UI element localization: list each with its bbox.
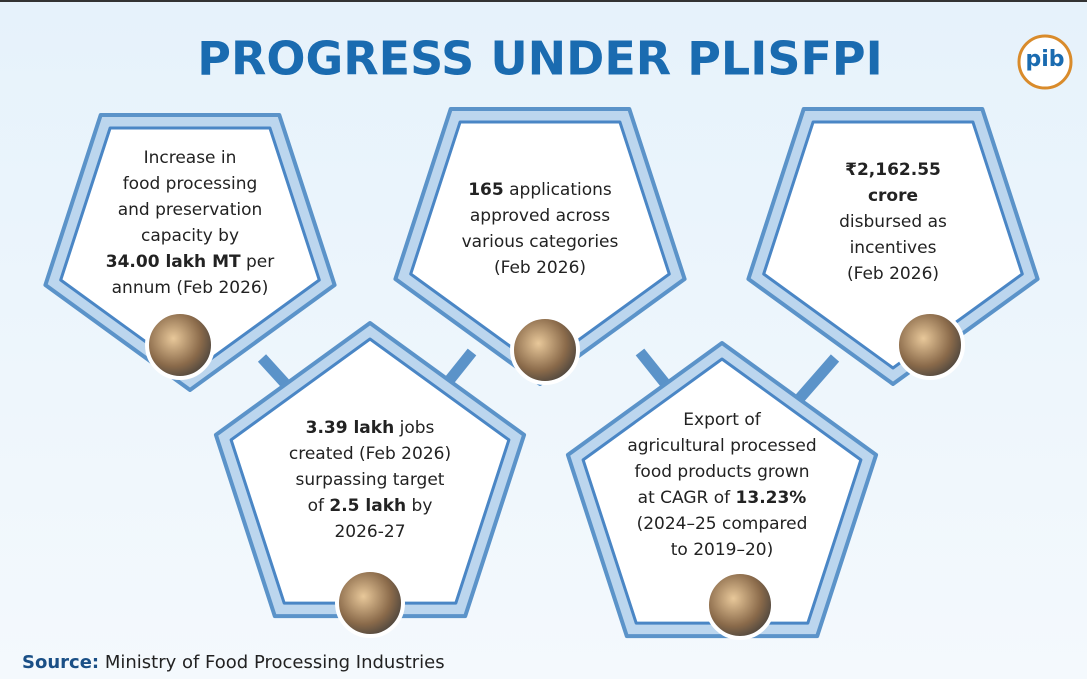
card-line: annum (Feb 2026) xyxy=(112,278,269,298)
card-line: at CAGR of 13.23% xyxy=(638,488,807,508)
card-text: applications xyxy=(504,180,612,200)
card-text: agricultural processed xyxy=(627,436,816,456)
title: PROGRESS UNDER PLISFPI xyxy=(197,32,882,86)
card-text: 3.39 lakh xyxy=(306,418,395,438)
card-text: Increase in xyxy=(144,148,237,168)
card-text: created (Feb 2026) xyxy=(289,444,451,464)
card-text: approved across xyxy=(470,206,610,226)
card-text: annum (Feb 2026) xyxy=(112,278,269,298)
card-body xyxy=(59,126,321,376)
card: 165 applications approved across various c… xyxy=(393,107,687,386)
card-photo xyxy=(705,570,775,640)
card-line: approved across xyxy=(470,206,610,226)
card-text: (2024–25 compared xyxy=(637,514,808,534)
card-line: food processing xyxy=(123,174,258,194)
card-text: at CAGR of xyxy=(638,488,736,508)
logo: pib xyxy=(1025,47,1064,72)
card-text: various categories xyxy=(462,232,619,252)
card-text: 2026-27 xyxy=(334,522,405,542)
card-line: Increase in xyxy=(144,148,237,168)
card: Increase in food processing and preservati… xyxy=(43,113,337,392)
card-line: agricultural processed xyxy=(627,436,816,456)
card-text: crore xyxy=(868,186,918,206)
card-text: capacity by xyxy=(141,226,239,246)
card-text: 13.23% xyxy=(736,488,807,508)
card: ₹2,162.55 crore disbursed as incentives (Feb… xyxy=(746,107,1040,386)
card-text: 2.5 lakh xyxy=(329,496,406,516)
cards: Increase in food processing and preservati… xyxy=(43,107,1040,640)
card-text: to 2019–20) xyxy=(671,540,774,560)
card-line: created (Feb 2026) xyxy=(289,444,451,464)
card-line: food products grown xyxy=(634,462,809,482)
card-line: (2024–25 compared xyxy=(637,514,808,534)
card-line: 165 applications xyxy=(468,180,612,200)
card-text: incentives xyxy=(850,238,937,258)
card-line: (Feb 2026) xyxy=(847,264,939,284)
card-text: Export of xyxy=(683,410,761,430)
card-line: incentives xyxy=(850,238,937,258)
source-label: Source: xyxy=(22,652,99,673)
card-text: and preservation xyxy=(118,200,263,220)
card-text: jobs xyxy=(394,418,434,438)
card-text: by xyxy=(406,496,432,516)
source: Source: Ministry of Food Processing Indu… xyxy=(22,652,445,673)
card-photo xyxy=(335,568,405,638)
card-line: (Feb 2026) xyxy=(494,258,586,278)
card-text: food processing xyxy=(123,174,258,194)
top-rule xyxy=(0,0,1087,2)
card-text: ₹2,162.55 xyxy=(845,160,941,180)
card-line: 34.00 lakh MT per xyxy=(106,252,275,272)
card: 3.39 lakh jobs created (Feb 2026) surpassi… xyxy=(213,321,527,638)
connector xyxy=(795,354,840,402)
logo-circle xyxy=(1017,34,1073,90)
card-text: per xyxy=(241,252,275,272)
card-line: various categories xyxy=(462,232,619,252)
card-body xyxy=(762,120,1024,370)
card-text: 34.00 lakh MT xyxy=(106,252,241,272)
card-line: capacity by xyxy=(141,226,239,246)
card-body xyxy=(409,120,671,370)
card-text: 165 xyxy=(468,180,504,200)
card-line: of 2.5 lakh by xyxy=(308,496,433,516)
card-line: ₹2,162.55 xyxy=(845,160,941,180)
card-line: surpassing target xyxy=(296,470,445,490)
card-line: disbursed as xyxy=(839,212,947,232)
card-text: (Feb 2026) xyxy=(494,258,586,278)
card-line: and preservation xyxy=(118,200,263,220)
card-line: to 2019–20) xyxy=(671,540,774,560)
card-text: of xyxy=(308,496,330,516)
card-text: surpassing target xyxy=(296,470,445,490)
card-text: disbursed as xyxy=(839,212,947,232)
card-photo xyxy=(895,310,965,380)
card-photo xyxy=(510,315,580,385)
card-text: food products grown xyxy=(634,462,809,482)
card-line: crore xyxy=(868,186,918,206)
source-text: Ministry of Food Processing Industries xyxy=(99,652,445,673)
card-line: 2026-27 xyxy=(334,522,405,542)
card-text: (Feb 2026) xyxy=(847,264,939,284)
card-photo xyxy=(145,310,215,380)
card-line: Export of xyxy=(683,410,761,430)
card: Export of agricultural processed food prod… xyxy=(565,341,879,640)
card-line: 3.39 lakh jobs xyxy=(306,418,435,438)
